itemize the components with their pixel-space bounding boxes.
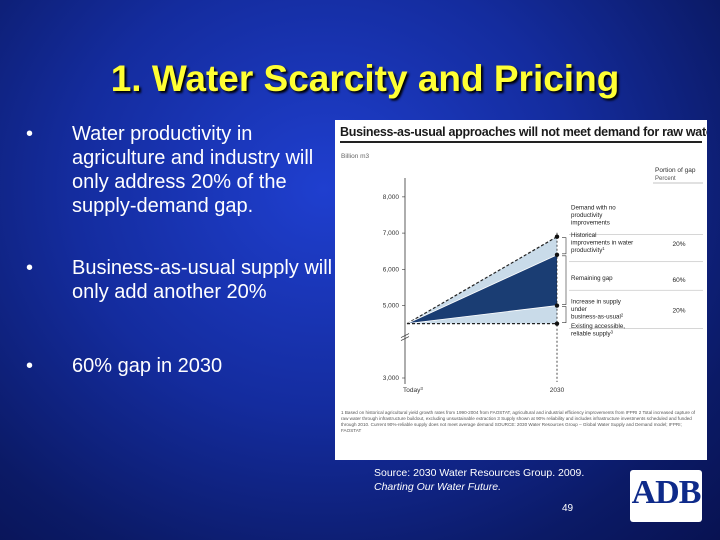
bullet-dot: •	[26, 355, 34, 377]
bullet-dot: •	[26, 257, 34, 279]
portion-header: Portion of gap	[655, 167, 696, 174]
annotation-label: Existing accessible,	[571, 323, 625, 330]
annotation-label: Demand with no	[571, 205, 616, 212]
annotation-label: under	[571, 306, 587, 313]
y-tick-label: 3,000	[383, 375, 400, 382]
endpoint-dot	[554, 252, 560, 258]
source-line-2: Charting Our Water Future.	[374, 481, 502, 493]
line-demand-historical	[406, 254, 558, 325]
annotation-label: Remaining gap	[571, 275, 613, 282]
annotation-label: improvements in water	[571, 239, 633, 246]
annotation-label: improvements	[571, 220, 610, 227]
adb-logo: ADB	[630, 470, 702, 522]
bullet-text: Water productivity in agriculture and in…	[72, 123, 314, 217]
endpoint-dot	[554, 321, 560, 326]
x-tick-label: Today3	[403, 386, 423, 394]
y-tick-label: 8,000	[383, 194, 400, 201]
annotation-label: Historical	[571, 232, 596, 239]
slide-title: 1. Water Scarcity and Pricing	[110, 58, 620, 99]
line-supply-bau	[406, 305, 558, 325]
annotation-label: Increase in supply	[571, 299, 622, 306]
bullet-text: 60% gap in 2030	[72, 355, 223, 377]
bullet-dot: •	[26, 123, 34, 145]
y-tick-label: 5,000	[383, 303, 400, 310]
bullet-text: Business-as-usual supply will only add a…	[72, 257, 333, 303]
axis-break-mark	[400, 333, 410, 341]
annotation-bracket	[562, 237, 567, 255]
annotation-label: productivity	[571, 212, 603, 219]
source-citation: Source: 2030 Water Resources Group. 2009…	[374, 466, 634, 494]
annotation-label: reliable supply3	[571, 330, 614, 338]
area-chart: Billion m3 Portion of gap Percent 8,000 7…	[341, 153, 703, 394]
chart-figure: Business-as-usual approaches will not me…	[335, 120, 707, 460]
y-tick-label: 7,000	[383, 230, 400, 237]
annotation-bracket	[562, 306, 567, 323]
annotation-bracket	[562, 255, 567, 305]
annotation-percent: 20%	[672, 308, 685, 315]
page-number: 49	[562, 503, 574, 514]
y-tick-label: 6,000	[383, 266, 400, 273]
annotation-label: productivity1	[571, 246, 605, 254]
figure-title: Business-as-usual approaches will not me…	[340, 125, 707, 143]
unit-label: Billion m3	[341, 153, 370, 160]
endpoint-dot	[554, 303, 560, 308]
figure-notes: 1 Based on historical agricultural yield…	[341, 410, 696, 433]
annotation-percent: 20%	[672, 241, 685, 248]
source-line-1: Source: 2030 Water Resources Group. 2009…	[374, 467, 585, 479]
line-demand-no-improvement	[406, 236, 558, 325]
annotation-percent: 60%	[672, 277, 685, 284]
annotation-label: business-as-usual2	[571, 313, 624, 321]
endpoint-dot	[554, 234, 560, 239]
portion-subheader: Percent	[655, 176, 676, 182]
logo-text: ADB	[631, 474, 702, 511]
x-tick-label: 2030	[550, 387, 565, 394]
